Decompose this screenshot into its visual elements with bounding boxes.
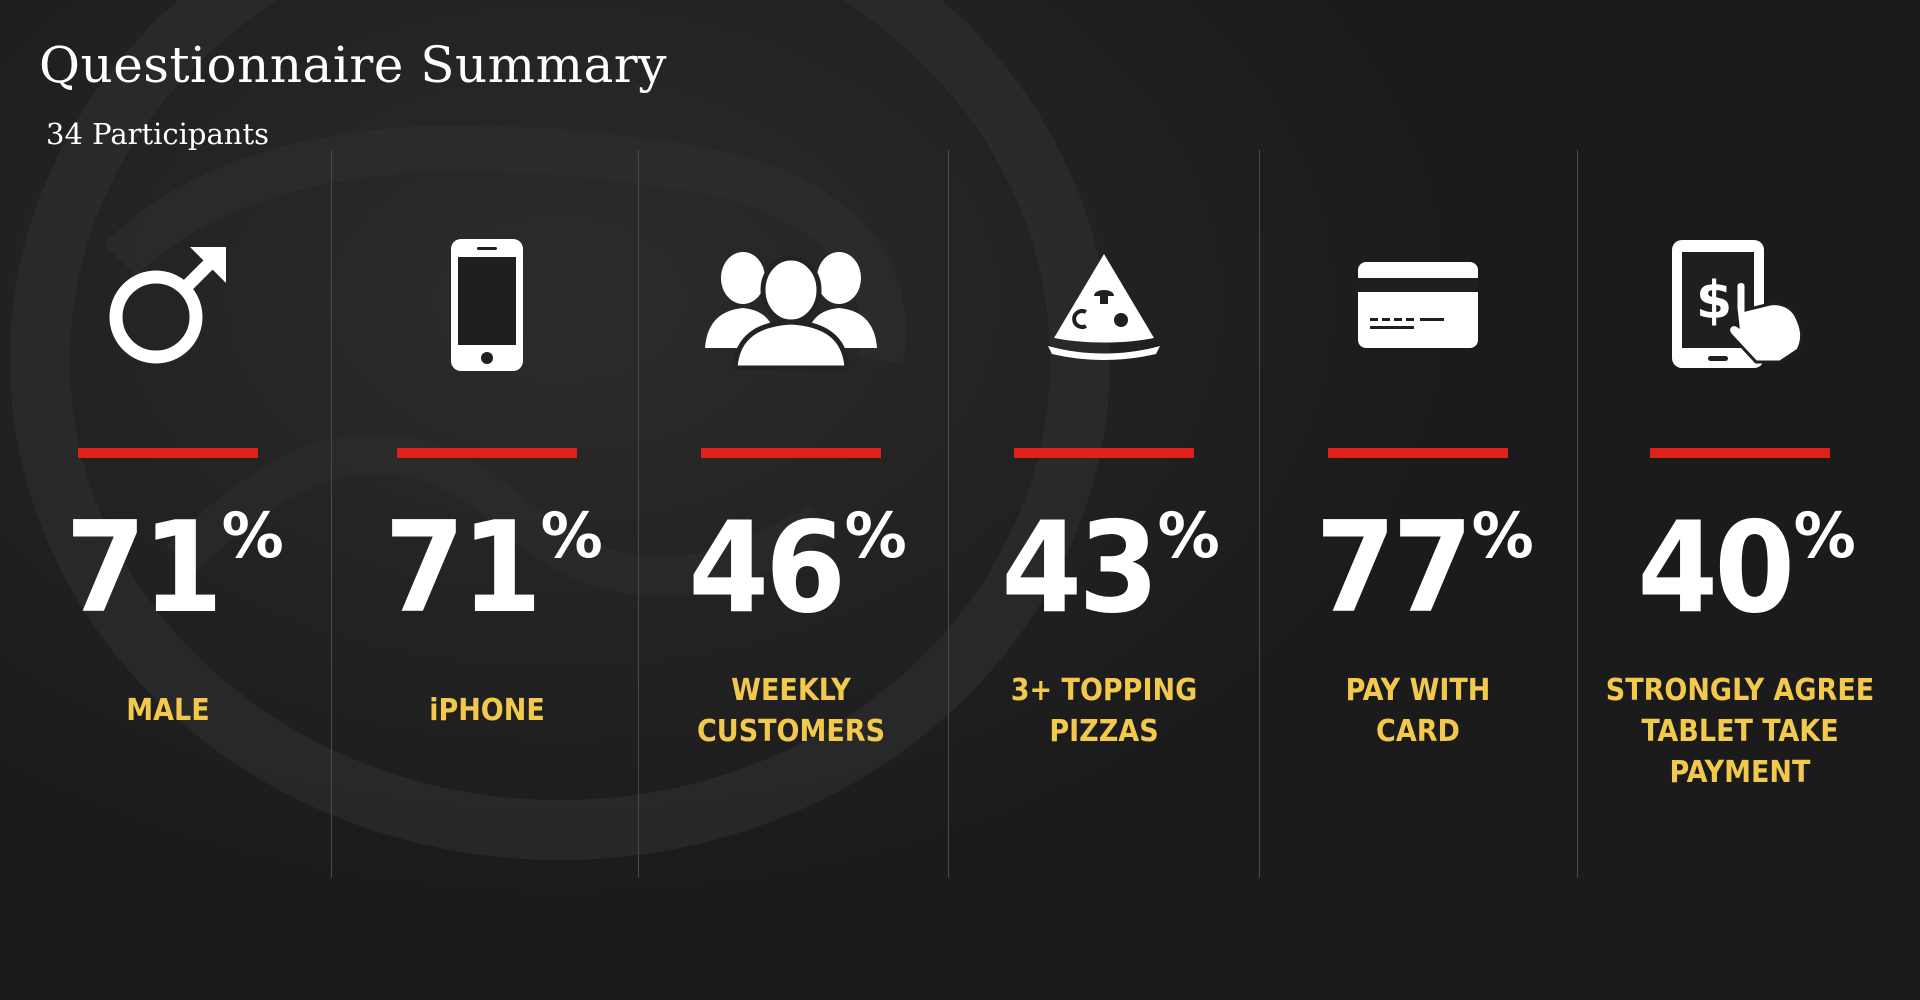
percent-sign: % xyxy=(221,499,284,572)
stat-card-topping-pizzas: 43% 3+ TOPPING PIZZAS xyxy=(944,0,1264,1000)
people-group-icon xyxy=(631,225,951,385)
percent-sign: % xyxy=(844,499,907,572)
stat-value: 46% xyxy=(631,505,951,631)
stat-label: 3+ TOPPING PIZZAS xyxy=(1010,673,1198,749)
stat-card-pay-with-card: 77% PAY WITH CARD xyxy=(1258,0,1578,1000)
stat-label: iPHONE xyxy=(429,693,545,728)
stat-card-iphone: 71% iPHONE xyxy=(327,0,647,1000)
stat-number: 40 xyxy=(1637,494,1796,641)
accent-bar xyxy=(1328,448,1508,458)
column-divider xyxy=(638,150,639,878)
percent-sign: % xyxy=(540,499,603,572)
male-symbol-icon xyxy=(8,225,328,385)
stat-label: STRONGLY AGREE TABLET TAKE PAYMENT xyxy=(1605,673,1875,790)
stat-card-weekly-customers: 46% WEEKLY CUSTOMERS xyxy=(631,0,951,1000)
stat-label: PAY WITH CARD xyxy=(1345,673,1491,749)
stat-label: WEEKLY CUSTOMERS xyxy=(696,673,886,749)
credit-card-icon xyxy=(1258,225,1578,385)
svg-text:$: $ xyxy=(1696,271,1732,331)
stat-number: 43 xyxy=(1001,494,1160,641)
pizza-slice-icon xyxy=(944,225,1264,385)
column-divider xyxy=(331,150,332,878)
smartphone-icon xyxy=(327,225,647,385)
stat-number: 71 xyxy=(384,494,543,641)
stat-value: 40% xyxy=(1580,505,1900,631)
accent-bar xyxy=(1650,448,1830,458)
column-divider xyxy=(948,150,949,878)
accent-bar xyxy=(701,448,881,458)
column-divider xyxy=(1577,150,1578,878)
stat-value: 71% xyxy=(327,505,647,631)
accent-bar xyxy=(397,448,577,458)
tablet-payment-icon: $ xyxy=(1580,225,1900,385)
stat-number: 77 xyxy=(1315,494,1474,641)
stat-value: 71% xyxy=(8,505,328,631)
stat-label: MALE xyxy=(126,693,210,728)
percent-sign: % xyxy=(1793,499,1856,572)
accent-bar xyxy=(1014,448,1194,458)
stat-card-tablet-payment: $ 40% STRONGLY AGREE TABLET TAKE PAYMENT xyxy=(1580,0,1900,1000)
stat-number: 71 xyxy=(65,494,224,641)
percent-sign: % xyxy=(1471,499,1534,572)
stat-value: 77% xyxy=(1258,505,1578,631)
stat-card-male: 71% MALE xyxy=(8,0,328,1000)
slide-title: Questionnaire Summary xyxy=(39,36,667,94)
accent-bar xyxy=(78,448,258,458)
column-divider xyxy=(1259,150,1260,878)
stat-value: 43% xyxy=(944,505,1264,631)
percent-sign: % xyxy=(1157,499,1220,572)
participants-count: 34 Participants xyxy=(46,117,269,151)
stat-number: 46 xyxy=(688,494,847,641)
